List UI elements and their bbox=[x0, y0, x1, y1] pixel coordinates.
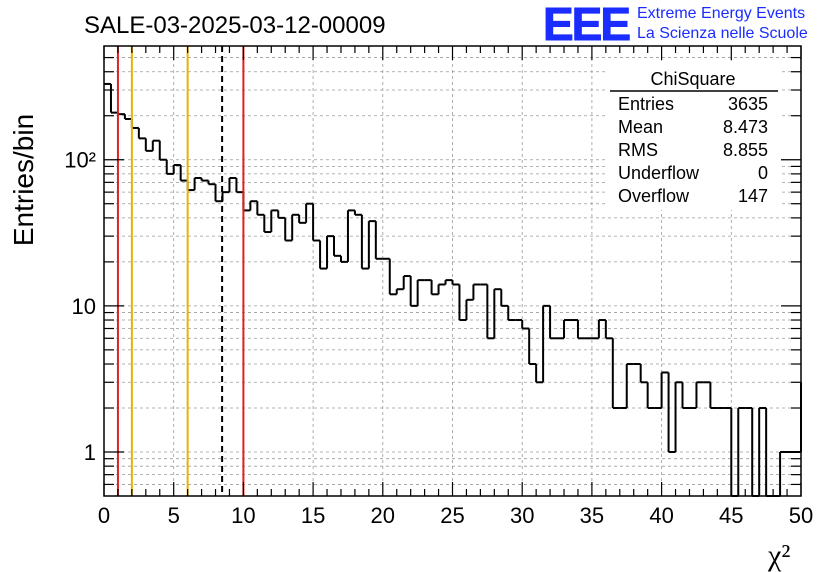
x-tick-label: 5 bbox=[168, 503, 180, 528]
x-tick-label: 40 bbox=[649, 503, 673, 528]
stats-row-label: RMS bbox=[618, 140, 658, 160]
reference-lines bbox=[116, 46, 245, 496]
y-axis-label: Entries/bin bbox=[8, 114, 39, 246]
x-tick-label: 50 bbox=[789, 503, 813, 528]
y-tick-labels: 1 10 10² bbox=[64, 148, 96, 465]
y-tick-label: 1 bbox=[84, 440, 96, 465]
x-tick-label: 35 bbox=[580, 503, 604, 528]
stats-row-label: Underflow bbox=[618, 163, 700, 183]
eee-logo: EEE Extreme Energy Events La Scienza nel… bbox=[543, 0, 808, 51]
histogram-bars bbox=[104, 82, 802, 497]
logo-line-2: La Scienza nelle Scuole bbox=[637, 25, 808, 42]
y-tick-label: 10 bbox=[72, 294, 96, 319]
logo-mark: EEE bbox=[543, 0, 629, 50]
stats-row-value: 3635 bbox=[728, 94, 768, 114]
stats-row-value: 8.855 bbox=[723, 140, 768, 160]
stats-row-value: 147 bbox=[738, 186, 768, 206]
x-tick-label: 0 bbox=[98, 503, 110, 528]
stats-row-label: Entries bbox=[618, 94, 674, 114]
chart-title: SALE-03-2025-03-12-00009 bbox=[84, 12, 386, 39]
stats-row-value: 8.473 bbox=[723, 117, 768, 137]
stats-box: ChiSquare Entries 3635 Mean 8.473 RMS 8.855 Un… bbox=[608, 64, 780, 210]
x-tick-label: 20 bbox=[371, 503, 395, 528]
logo-line-1: Extreme Energy Events bbox=[637, 5, 805, 22]
x-tick-label: 45 bbox=[719, 503, 743, 528]
axis-ticks bbox=[103, 46, 802, 496]
x-axis-label: χ² bbox=[767, 539, 790, 572]
x-tick-label: 15 bbox=[301, 503, 325, 528]
x-tick-label: 10 bbox=[231, 503, 255, 528]
stats-box-bg bbox=[608, 64, 780, 210]
stats-row-value: 0 bbox=[758, 163, 768, 183]
stats-rows: Entries 3635 Mean 8.473 RMS 8.855 Underflow 0 Ov… bbox=[618, 94, 768, 206]
stats-row-label: Mean bbox=[618, 117, 663, 137]
x-tick-labels: 0 5 10 15 20 25 30 35 40 45 50 bbox=[98, 503, 813, 528]
x-tick-label: 25 bbox=[440, 503, 464, 528]
x-tick-label: 30 bbox=[510, 503, 534, 528]
stats-row-label: Overflow bbox=[618, 186, 690, 206]
stats-title: ChiSquare bbox=[650, 69, 735, 89]
y-tick-label: 10² bbox=[64, 148, 96, 173]
